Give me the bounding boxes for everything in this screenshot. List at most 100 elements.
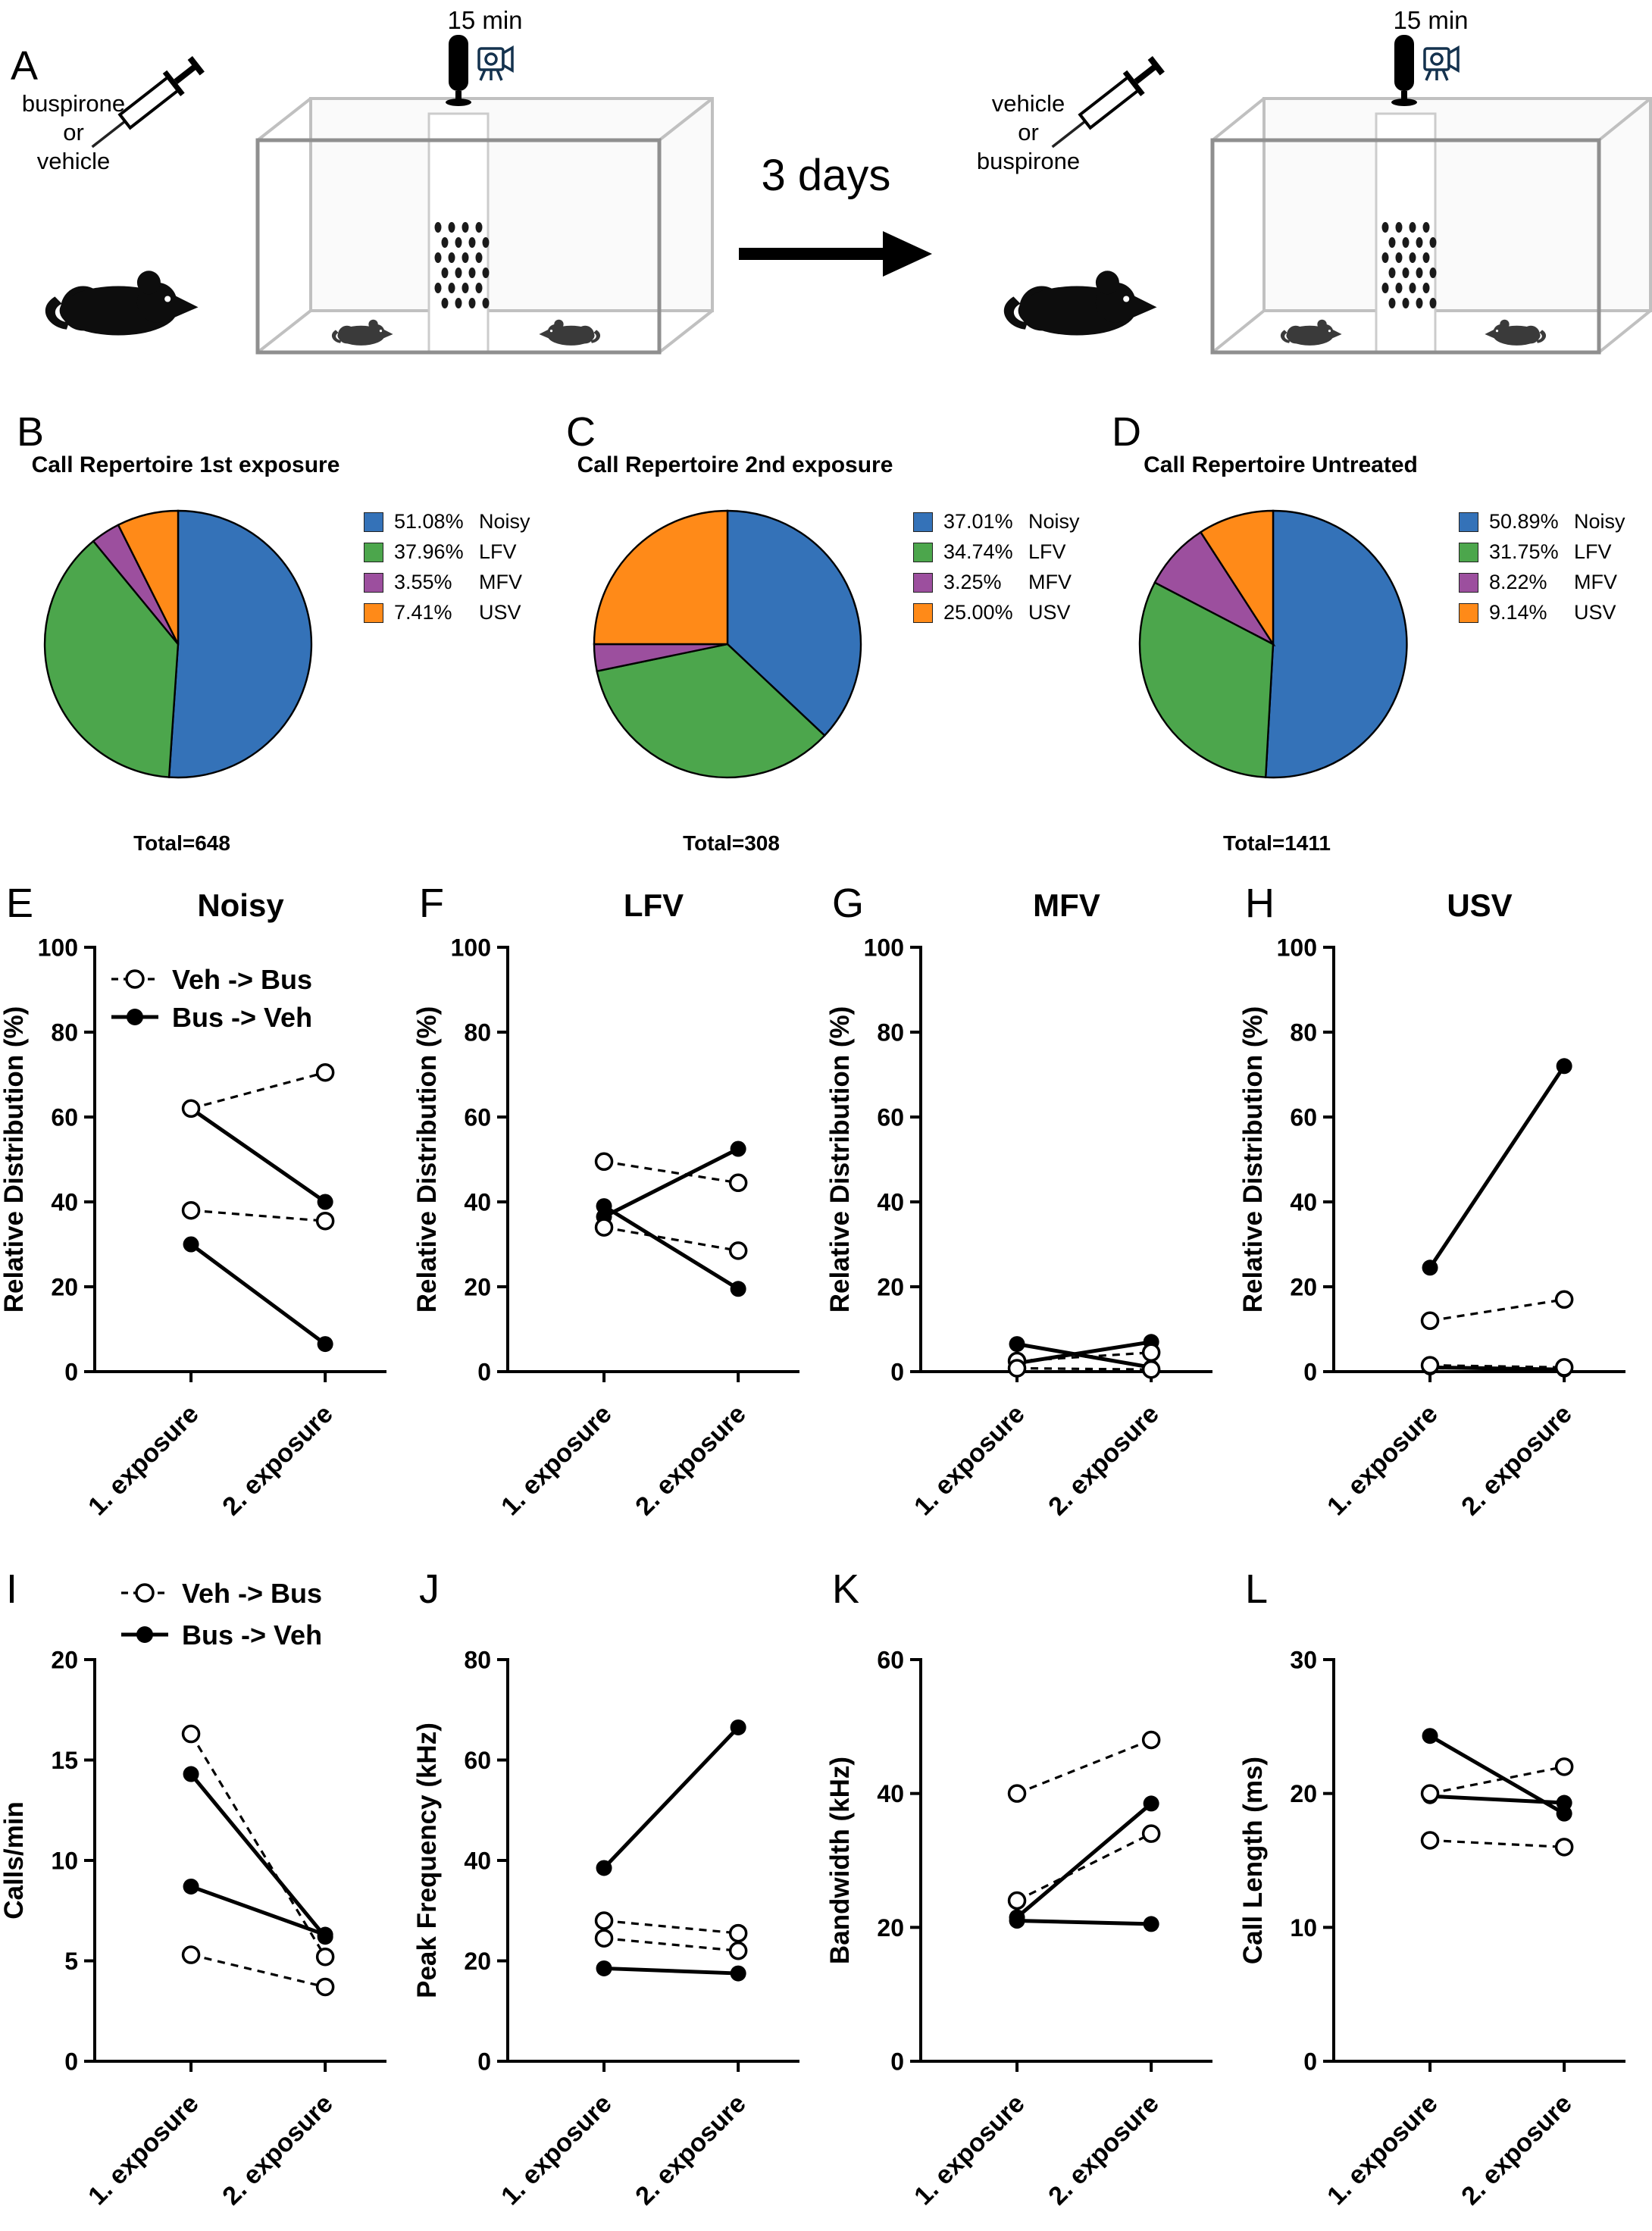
panel-label-g: G bbox=[832, 881, 865, 926]
series-line bbox=[603, 1160, 739, 1184]
left-drug-line2: or bbox=[63, 119, 84, 146]
legend-percent: 8.22% bbox=[1489, 571, 1547, 593]
line-chart-svg-H: USV 0 20 40 60 80 100 Relative Distribution (%)… bbox=[1238, 887, 1625, 1521]
legend-percent: 3.25% bbox=[943, 571, 1002, 593]
pie-slice-usv bbox=[1199, 509, 1275, 648]
series-line bbox=[1428, 1065, 1566, 1269]
series-line bbox=[190, 1885, 326, 1937]
legend-call-type: MFV bbox=[479, 571, 522, 593]
data-point bbox=[1141, 1360, 1161, 1379]
y-tick-label: 60 bbox=[877, 1647, 904, 1674]
data-point bbox=[730, 1281, 746, 1297]
data-point bbox=[181, 1724, 201, 1744]
y-tick-label: 100 bbox=[451, 934, 491, 962]
pie-panel-b: B Call Repertoire 1st exposure 51.08% Noi… bbox=[8, 409, 561, 879]
x-tick-label: 1. exposure bbox=[909, 1400, 1031, 1522]
legend-call-type: Noisy bbox=[1028, 510, 1080, 533]
legend-call-type: MFV bbox=[1574, 571, 1617, 593]
line-panel-peakfrequency: J 0 20 40 60 80 Peak Frequency (kHz) 1. exposu… bbox=[412, 1561, 826, 2231]
divider-holes-left bbox=[434, 222, 490, 308]
series-line bbox=[602, 1147, 740, 1219]
data-point bbox=[728, 1923, 748, 1943]
x-tick-label: 2. exposure bbox=[1456, 2089, 1578, 2211]
data-point bbox=[1143, 1795, 1159, 1812]
legend-call-type: Noisy bbox=[479, 510, 530, 533]
perforated-divider-left bbox=[427, 112, 490, 354]
legend-swatch bbox=[913, 542, 933, 562]
legend-label: Veh -> Bus bbox=[172, 964, 312, 995]
data-point bbox=[1554, 1290, 1574, 1310]
data-point bbox=[728, 1173, 748, 1193]
y-axis-label: Relative Distribution (%) bbox=[413, 1006, 442, 1313]
test-box-right bbox=[1210, 33, 1652, 355]
panel-label-f: F bbox=[419, 881, 444, 926]
y-tick-label: 80 bbox=[464, 1647, 491, 1674]
line-chart-svg-I: 0 5 10 15 20 Calls/min 1. exposure 2. exposure V… bbox=[0, 1578, 386, 2211]
series-line bbox=[603, 1966, 739, 1976]
x-tick-label: 2. exposure bbox=[1043, 2089, 1165, 2211]
panel-label-i: I bbox=[6, 1566, 18, 1612]
legend-swatch bbox=[913, 602, 933, 623]
legend-swatch bbox=[913, 512, 933, 532]
series-line bbox=[189, 1242, 327, 1346]
line-panel-bandwidth: K 0 20 40 60 Bandwidth (kHz) 1. exposure 2. ex… bbox=[825, 1561, 1239, 2231]
series-line bbox=[1016, 1340, 1152, 1366]
pie-svg-B bbox=[43, 509, 313, 779]
y-tick-label: 0 bbox=[890, 2048, 904, 2076]
line-chart-calllength: 0 10 20 30 Call Length (ms) 1. exposure 2. exp… bbox=[1238, 1561, 1652, 2231]
legend-call-type: USV bbox=[479, 601, 521, 624]
legend-item-lfv: 37.96% LFV bbox=[364, 540, 557, 564]
y-tick-label: 40 bbox=[51, 1189, 78, 1216]
legend-percent: 34.74% bbox=[943, 540, 1013, 563]
y-tick-label: 100 bbox=[38, 934, 78, 962]
legend-percent: 3.55% bbox=[394, 571, 452, 593]
y-tick-label: 20 bbox=[1290, 1274, 1317, 1301]
legend-swatch bbox=[1459, 512, 1478, 532]
legend-call-type: MFV bbox=[1028, 571, 1072, 593]
y-tick-label: 20 bbox=[877, 1274, 904, 1301]
data-point bbox=[315, 1062, 335, 1082]
line-panel-lfv: F LFV 0 20 40 60 80 100 Relative Distribution (… bbox=[412, 875, 826, 1557]
pie-chart-d bbox=[1122, 493, 1425, 796]
camera-mic-icon-right bbox=[1390, 33, 1460, 108]
y-axis-label: Calls/min bbox=[0, 1801, 29, 1920]
pie-slice-usv bbox=[593, 509, 729, 646]
legend-label: Veh -> Bus bbox=[182, 1578, 322, 1609]
legend-swatch bbox=[364, 572, 383, 593]
y-tick-label: 20 bbox=[51, 1647, 78, 1674]
pie-svg-C bbox=[593, 509, 862, 779]
pie-title-d: Call Repertoire Untreated bbox=[1144, 452, 1418, 477]
y-tick-label: 30 bbox=[1290, 1647, 1317, 1674]
y-tick-label: 0 bbox=[1303, 2048, 1317, 2076]
line-chart-mfv: MFV 0 20 40 60 80 100 Relative Distribution (%)… bbox=[825, 875, 1239, 1561]
pie-slice-noisy bbox=[726, 509, 862, 737]
data-point bbox=[181, 1200, 201, 1220]
legend-swatch bbox=[364, 602, 383, 623]
legend-label: Bus -> Veh bbox=[172, 1002, 312, 1033]
series-line bbox=[1016, 1919, 1152, 1926]
series-line bbox=[1429, 1794, 1565, 1805]
interval-label: 3 days bbox=[761, 151, 891, 200]
legend-swatch bbox=[1459, 602, 1478, 623]
legend-percent: 9.14% bbox=[1489, 601, 1547, 624]
data-point bbox=[1420, 1831, 1440, 1850]
series-line bbox=[603, 1919, 739, 1935]
y-tick-label: 0 bbox=[477, 1359, 491, 1386]
data-point bbox=[596, 1960, 612, 1976]
y-axis-label: Relative Distribution (%) bbox=[0, 1006, 29, 1313]
data-point bbox=[1556, 1794, 1572, 1811]
data-point bbox=[1141, 1824, 1161, 1843]
line-chart-svg-L: 0 10 20 30 Call Length (ms) 1. exposure 2. exp… bbox=[1238, 1647, 1625, 2211]
pie-total-c: Total=308 bbox=[683, 831, 780, 855]
data-point bbox=[1556, 1058, 1572, 1075]
legend-call-type: LFV bbox=[1028, 540, 1066, 563]
data-point bbox=[1143, 1916, 1159, 1932]
legend-swatch bbox=[1459, 542, 1478, 562]
legend-item-usv: 25.00% USV bbox=[913, 601, 1106, 624]
panel-label-e: E bbox=[6, 881, 34, 926]
legend-swatch bbox=[364, 542, 383, 562]
legend-item-usv: 9.14% USV bbox=[1459, 601, 1652, 624]
y-tick-label: 80 bbox=[877, 1019, 904, 1047]
data-point bbox=[1141, 1343, 1161, 1363]
pie-panel-d: D Call Repertoire Untreated 50.89% Noisy 3… bbox=[1103, 409, 1652, 879]
